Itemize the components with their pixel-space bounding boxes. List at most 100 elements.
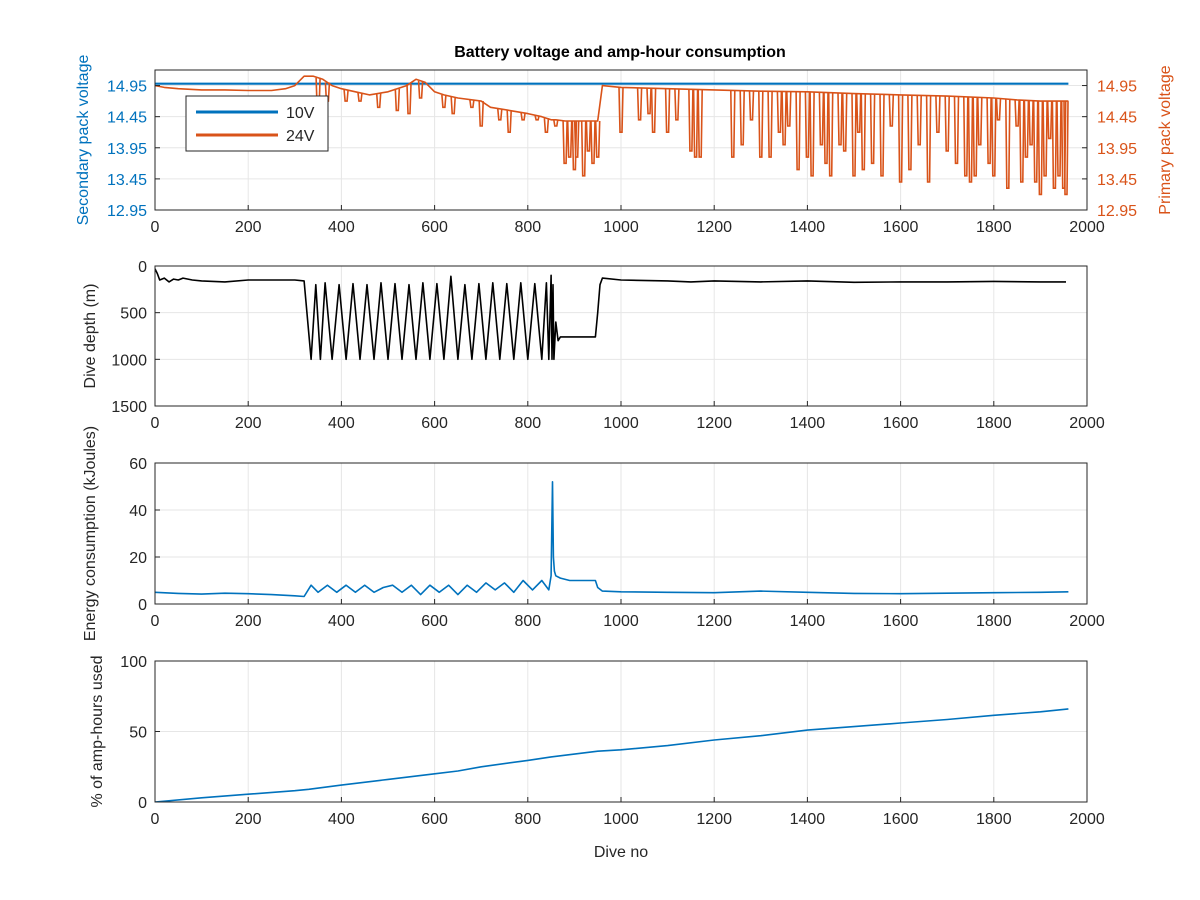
y-tick-label: 1500 (111, 399, 147, 416)
series-line-4-1 (155, 708, 1069, 802)
voltage-dip (441, 94, 447, 109)
voltage-dip (837, 93, 843, 146)
y-tick-label: 0 (138, 597, 147, 614)
x-tick-label: 1000 (603, 811, 639, 828)
voltage-dip (573, 120, 580, 158)
x-tick-label: 2000 (1069, 613, 1105, 630)
x-tick-label: 1200 (696, 219, 732, 236)
y-axis-label-right: Primary pack voltage (1157, 65, 1174, 214)
x-tick-label: 200 (235, 415, 262, 432)
y-tick-label: 1000 (111, 352, 147, 369)
voltage-dip (855, 93, 862, 133)
x-tick-label: 1200 (696, 415, 732, 432)
voltage-dip (795, 91, 801, 171)
voltage-dip (1042, 101, 1048, 177)
y-tick-label: 60 (129, 456, 147, 473)
voltage-dip (469, 99, 475, 109)
x-tick-label: 0 (151, 415, 160, 432)
x-tick-label: 1000 (603, 415, 639, 432)
voltage-dip (879, 94, 885, 177)
voltage-dip (804, 91, 811, 158)
voltage-dip (897, 94, 904, 183)
y-tick-label: 50 (129, 725, 147, 742)
voltage-dip (375, 93, 382, 109)
x-tick-label: 800 (514, 811, 541, 828)
y-tick-label-right: 13.95 (1097, 141, 1137, 158)
x-tick-label: 0 (151, 811, 160, 828)
panel-3: 0 200 400 600 800 1000 1200 1400 1600 1800 2000 0 20… (82, 426, 1105, 641)
x-tick-label: 1000 (603, 219, 639, 236)
voltage-dip (776, 91, 783, 133)
voltage-dip (553, 119, 559, 127)
voltage-dip (650, 88, 657, 133)
panel-2: 0 200 400 600 800 1000 1200 1400 1600 1800 2000 0 50… (82, 259, 1105, 432)
voltage-dip (1056, 101, 1062, 177)
voltage-dip (972, 97, 978, 177)
voltage-dip (478, 101, 484, 127)
legend-label: 10V (286, 105, 315, 122)
voltage-dip (986, 97, 992, 165)
x-tick-label: 200 (235, 613, 262, 630)
x-tick-label: 400 (328, 415, 355, 432)
voltage-dip (566, 120, 573, 158)
x-tick-label: 200 (235, 811, 262, 828)
x-tick-label: 1600 (883, 811, 919, 828)
voltage-dip (520, 112, 526, 121)
x-tick-label: 1400 (790, 811, 826, 828)
x-tick-label: 800 (514, 415, 541, 432)
x-tick-label: 0 (151, 613, 160, 630)
voltage-dip (543, 118, 550, 133)
voltage-dip (781, 91, 787, 146)
series-group (155, 75, 1069, 196)
voltage-dip (935, 95, 941, 133)
voltage-dip (953, 96, 960, 165)
x-tick-label: 1600 (883, 613, 919, 630)
legend-label: 24V (286, 128, 315, 145)
x-tick-label: 400 (328, 219, 355, 236)
voltage-dip (1037, 101, 1044, 196)
x-tick-label: 600 (421, 613, 448, 630)
x-tick-label: 1400 (790, 219, 826, 236)
legend-box (185, 95, 329, 152)
x-tick-label: 1400 (790, 415, 826, 432)
x-tick-label: 0 (151, 219, 160, 236)
voltage-dip (406, 83, 412, 115)
voltage-dip (827, 92, 834, 177)
voltage-dip (1014, 99, 1020, 127)
voltage-dip (888, 94, 895, 127)
voltage-dip (944, 96, 950, 152)
voltage-dip (497, 108, 503, 121)
y-tick-label: 40 (129, 503, 147, 520)
x-tick-label: 1600 (883, 415, 919, 432)
panel-4: 0 200 400 600 800 1000 1200 1400 1600 1800 2000 0 50… (89, 654, 1105, 861)
voltage-dip (963, 96, 969, 177)
voltage-dip (748, 90, 755, 121)
y-tick-label-right: 14.45 (1097, 110, 1137, 127)
voltage-dip (1028, 100, 1034, 146)
voltage-dip (730, 90, 736, 158)
voltage-dip (692, 89, 699, 158)
x-tick-label: 600 (421, 811, 448, 828)
x-tick-label: 1400 (790, 613, 826, 630)
voltage-dip (758, 91, 764, 158)
voltage-dip (1046, 101, 1053, 140)
y-axis-label: Energy consumption (kJoules) (82, 426, 99, 641)
x-tick-label: 600 (421, 219, 448, 236)
voltage-dip (786, 91, 792, 127)
y-tick-label-right: 12.95 (1097, 203, 1137, 220)
y-tick-label: 0 (138, 795, 147, 812)
voltage-dip (417, 80, 424, 99)
y-tick-label: 0 (138, 259, 147, 276)
x-tick-label: 2000 (1069, 811, 1105, 828)
x-axis-label: Dive no (594, 844, 648, 861)
x-tick-label: 400 (328, 613, 355, 630)
x-tick-label: 2000 (1069, 219, 1105, 236)
y-tick-label-right: 14.95 (1097, 79, 1137, 96)
x-tick-label: 1800 (976, 613, 1012, 630)
voltage-dip (1063, 101, 1069, 196)
voltage-dip (809, 91, 815, 177)
voltage-dip (343, 89, 349, 102)
voltage-dip (1032, 100, 1039, 183)
x-tick-label: 2000 (1069, 415, 1105, 432)
